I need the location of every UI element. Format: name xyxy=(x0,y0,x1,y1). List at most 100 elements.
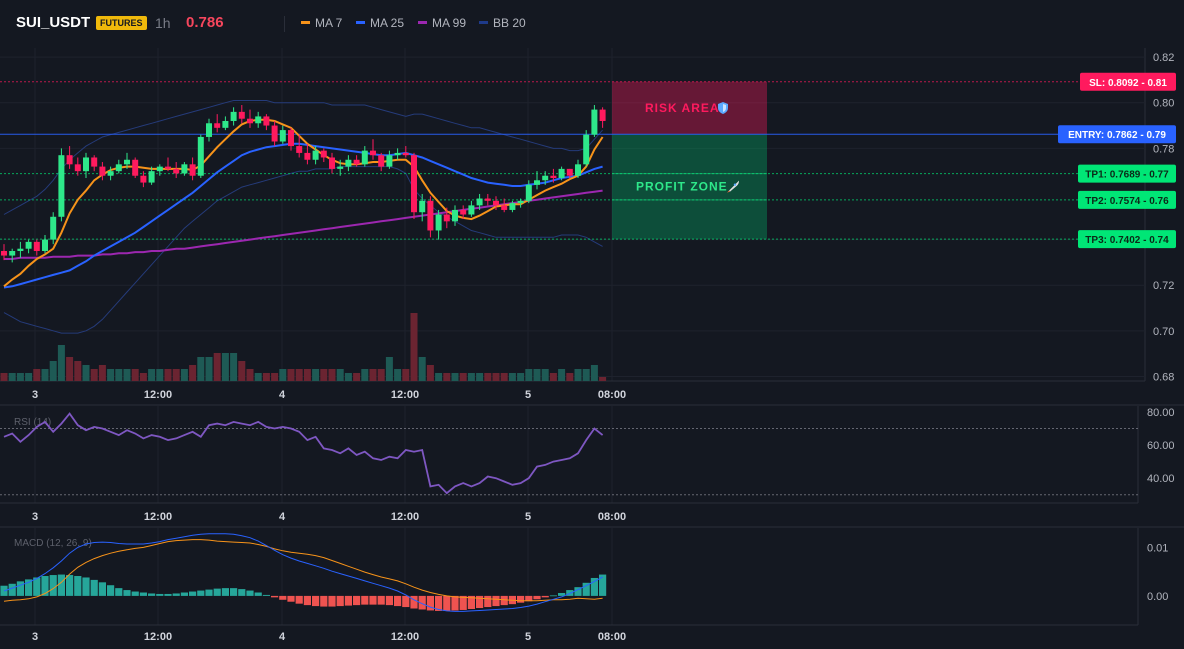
symbol-name[interactable]: SUI_USDT xyxy=(16,14,91,31)
volume-bar xyxy=(49,361,57,381)
macd-hist-bar xyxy=(115,588,123,596)
candle-body xyxy=(197,136,204,176)
level-tag-bg xyxy=(1058,125,1176,144)
legend-ma7-label: MA 7 xyxy=(315,16,343,30)
macd-hist-bar xyxy=(525,595,533,602)
volume-bar xyxy=(549,373,557,381)
price-tick: 0.70 xyxy=(1153,326,1174,338)
time-tick: 5 xyxy=(525,389,531,401)
volume-bar xyxy=(451,373,459,381)
rsi-axis[interactable]: 80.00 60.00 40.00 xyxy=(1147,407,1175,485)
legend-ma99-label: MA 99 xyxy=(432,16,467,30)
volume-bar xyxy=(566,373,574,381)
candle xyxy=(493,196,499,210)
candle-body xyxy=(304,152,311,160)
volume-bar xyxy=(90,369,98,381)
volume-bar xyxy=(8,373,16,381)
time-axes[interactable]: 3 12:00 4 12:00 5 08:00 3 12:00 4 12:00 5 08:00 3 12:… xyxy=(32,389,626,643)
candle xyxy=(99,162,106,181)
candle-body xyxy=(337,166,344,169)
candle-body xyxy=(288,130,294,147)
legend-ma7[interactable]: MA 7 xyxy=(301,16,342,30)
macd-hist-bar xyxy=(74,576,82,596)
candle xyxy=(165,157,171,172)
macd-hist-bar xyxy=(500,595,508,606)
candle xyxy=(304,143,311,165)
volume-bar xyxy=(508,373,516,381)
time-tick: 4 xyxy=(279,631,286,643)
candle xyxy=(411,152,417,220)
macd-hist-bar xyxy=(451,595,459,611)
time-tick: 12:00 xyxy=(391,631,419,643)
legend-bb20[interactable]: BB 20 xyxy=(479,16,526,30)
rsi-tick: 80.00 xyxy=(1147,407,1175,419)
macd-hist-bar xyxy=(443,595,451,611)
macd-hist-bar xyxy=(230,588,238,596)
macd-hist-bar xyxy=(303,595,311,606)
time-tick: 3 xyxy=(32,631,38,643)
candle-body xyxy=(312,150,319,160)
macd-hist-bar xyxy=(33,577,41,596)
timeframe-label[interactable]: 1h xyxy=(155,15,171,31)
candle xyxy=(132,157,139,179)
candle-body xyxy=(534,180,540,185)
volume-bar xyxy=(164,369,172,381)
macd-hist-bar xyxy=(582,582,590,596)
macd-hist-bar xyxy=(312,595,320,607)
candle xyxy=(189,157,196,181)
macd-hist-bar xyxy=(533,595,541,600)
candle xyxy=(370,139,376,160)
candle-body xyxy=(583,134,590,165)
macd-hist-bar xyxy=(426,595,434,611)
volume-bar xyxy=(123,369,131,381)
candle-body xyxy=(427,200,434,231)
candle-body xyxy=(443,214,450,222)
volume-bar xyxy=(74,361,82,381)
macd-hist-bar xyxy=(418,595,426,610)
level-tag-text: TP1: 0.7689 - 0.77 xyxy=(1085,170,1169,181)
volume-bar xyxy=(98,365,106,381)
macd-line xyxy=(3,533,603,612)
candle xyxy=(197,134,204,179)
macd-hist-bar xyxy=(541,595,549,598)
legend-ma99-swatch xyxy=(418,21,427,25)
volume-bar xyxy=(394,369,402,381)
candle-body xyxy=(9,250,16,256)
macd-hist-bar xyxy=(107,585,115,596)
macd-hist-bar xyxy=(262,594,270,596)
candle-body xyxy=(361,150,368,165)
candle xyxy=(214,114,221,133)
candle xyxy=(361,146,368,167)
legend-ma25[interactable]: MA 25 xyxy=(356,16,404,30)
candle xyxy=(25,239,32,254)
candle-body xyxy=(42,239,48,251)
volume-bar xyxy=(312,369,320,381)
candle-body xyxy=(271,125,278,142)
candle-body xyxy=(206,123,212,137)
candle xyxy=(320,148,327,163)
volume-bar xyxy=(213,353,221,381)
macd-axis[interactable]: 0.01 0.00 xyxy=(1147,542,1168,603)
time-tick: 12:00 xyxy=(144,511,172,523)
volume-bar xyxy=(336,369,344,381)
candle xyxy=(378,152,385,172)
macd-hist-bar xyxy=(49,575,57,596)
legend-bb20-label: BB 20 xyxy=(493,16,526,30)
price-axis[interactable]: 0.820.800.780.740.720.700.68 xyxy=(1153,52,1174,383)
rsi-tick: 40.00 xyxy=(1147,473,1175,485)
volume-bar xyxy=(41,369,49,381)
volume-bar xyxy=(246,369,254,381)
candle xyxy=(517,198,524,208)
candle xyxy=(288,127,294,151)
time-tick: 08:00 xyxy=(598,511,626,523)
time-tick: 08:00 xyxy=(598,631,626,643)
legend-ma99[interactable]: MA 99 xyxy=(418,16,466,30)
candle xyxy=(435,209,442,240)
candle-body xyxy=(452,209,458,222)
macd-hist-bar xyxy=(484,595,492,608)
time-tick: 12:00 xyxy=(144,631,172,643)
candle xyxy=(386,150,393,169)
macd-hist-bar xyxy=(148,593,156,596)
candle-body xyxy=(165,166,171,169)
